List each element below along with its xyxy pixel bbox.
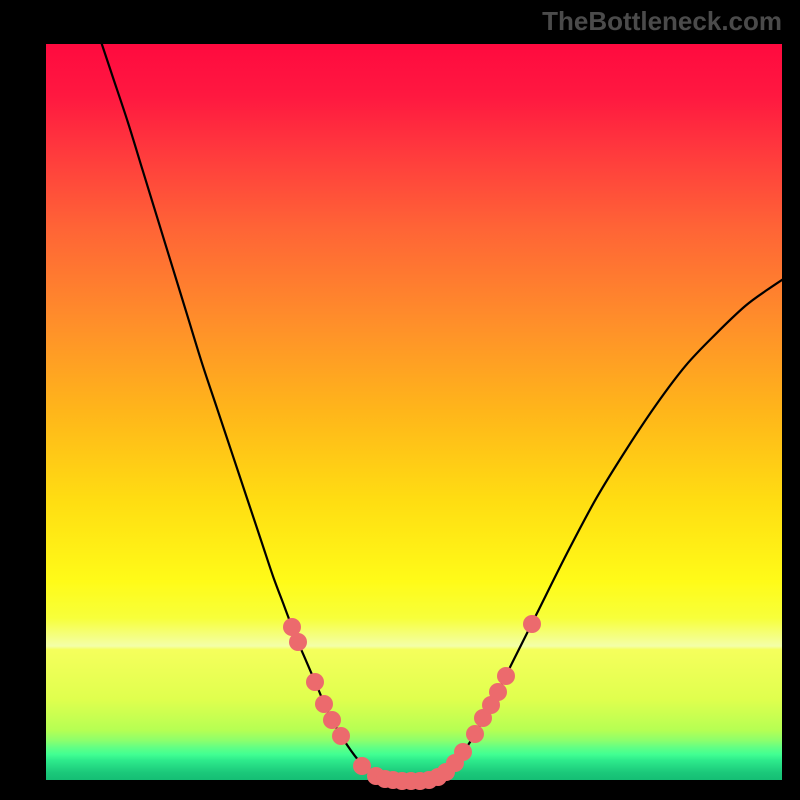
chart-stage: TheBottleneck.com bbox=[0, 0, 800, 800]
data-marker bbox=[497, 667, 515, 685]
curve-path bbox=[102, 44, 790, 781]
data-marker bbox=[489, 683, 507, 701]
data-marker bbox=[306, 673, 324, 691]
watermark-text: TheBottleneck.com bbox=[542, 6, 782, 37]
data-marker bbox=[466, 725, 484, 743]
data-marker bbox=[523, 615, 541, 633]
plot-frame bbox=[42, 40, 786, 784]
bottleneck-curve bbox=[46, 44, 790, 788]
data-marker bbox=[454, 743, 472, 761]
data-marker bbox=[289, 633, 307, 651]
data-marker bbox=[315, 695, 333, 713]
data-marker bbox=[332, 727, 350, 745]
